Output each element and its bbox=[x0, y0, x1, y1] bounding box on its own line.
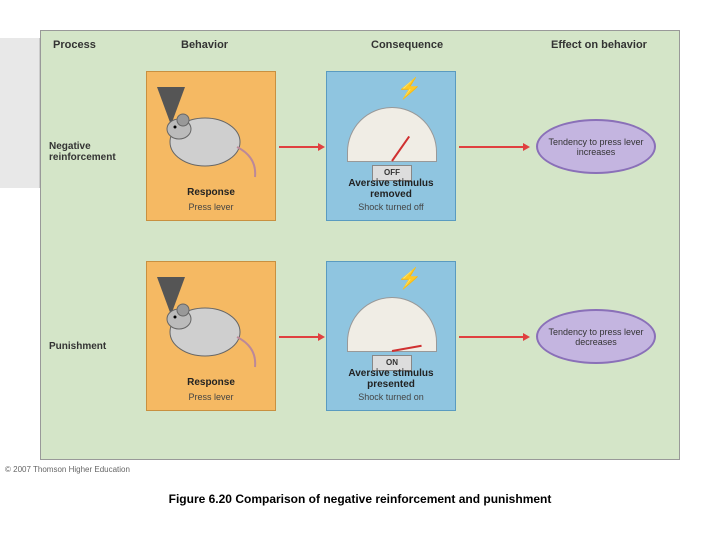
figure-caption: Figure 6.20 Comparison of negative reinf… bbox=[0, 492, 720, 506]
row-label-neg-reinforcement: Negative reinforcement bbox=[49, 141, 129, 163]
left-gray-strip bbox=[0, 38, 40, 188]
arrow-row1-b bbox=[459, 146, 524, 148]
behavior-panel-row1: Response Press lever bbox=[146, 71, 276, 221]
header-effect: Effect on behavior bbox=[551, 39, 647, 51]
consequence-panel-row2: ⚡ ON Aversive stimulus presented Shock t… bbox=[326, 261, 456, 411]
arrow-row2-b bbox=[459, 336, 524, 338]
header-behavior: Behavior bbox=[181, 39, 228, 51]
header-consequence: Consequence bbox=[371, 39, 443, 51]
behavior-title-row1: Response bbox=[147, 187, 275, 198]
gauge-row2 bbox=[347, 297, 437, 352]
effect-text-row2: Tendency to press lever decreases bbox=[543, 327, 649, 347]
diagram-container: Process Behavior Consequence Effect on b… bbox=[40, 30, 680, 460]
rat-icon-row2 bbox=[157, 277, 267, 377]
consequence-sub-row1: Shock turned off bbox=[327, 202, 455, 212]
copyright-text: © 2007 Thomson Higher Education bbox=[5, 465, 130, 474]
behavior-panel-row2: Response Press lever bbox=[146, 261, 276, 411]
effect-oval-row2: Tendency to press lever decreases bbox=[536, 309, 656, 364]
gauge-row1 bbox=[347, 107, 437, 162]
consequence-panel-row1: ⚡ OFF Aversive stimulus removed Shock tu… bbox=[326, 71, 456, 221]
header-process: Process bbox=[53, 39, 96, 51]
rat-icon-row1 bbox=[157, 87, 267, 187]
row-label-punishment: Punishment bbox=[49, 341, 129, 352]
arrow-row2-a bbox=[279, 336, 319, 338]
effect-oval-row1: Tendency to press lever increases bbox=[536, 119, 656, 174]
header-row: Process Behavior Consequence Effect on b… bbox=[41, 39, 679, 63]
arrow-row1-a bbox=[279, 146, 319, 148]
bolt-icon-row1: ⚡ bbox=[397, 76, 422, 101]
consequence-sub-row2: Shock turned on bbox=[327, 392, 455, 402]
effect-text-row1: Tendency to press lever increases bbox=[543, 137, 649, 157]
behavior-sub-row2: Press lever bbox=[147, 392, 275, 402]
consequence-title-row2: Aversive stimulus presented bbox=[327, 368, 455, 390]
behavior-sub-row1: Press lever bbox=[147, 202, 275, 212]
behavior-title-row2: Response bbox=[147, 377, 275, 388]
bolt-icon-row2: ⚡ bbox=[397, 266, 422, 291]
consequence-title-row1: Aversive stimulus removed bbox=[327, 178, 455, 200]
